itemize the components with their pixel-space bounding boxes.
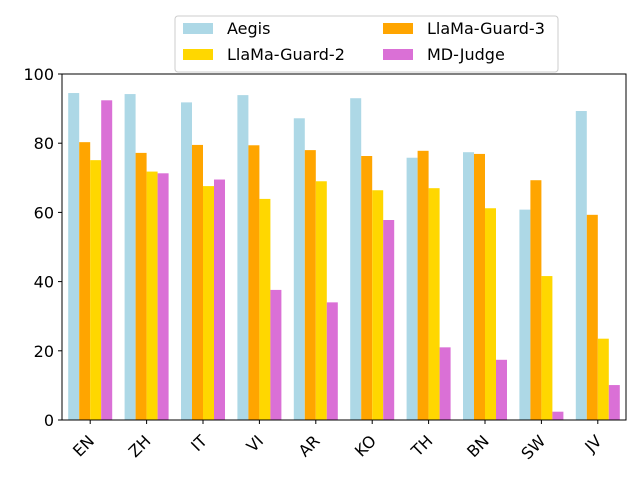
bar-ar-aegis xyxy=(293,118,305,421)
legend-swatch-md-judge xyxy=(383,49,413,60)
y-tick-label: 0 xyxy=(44,411,54,430)
bar-vi-llama-guard-2 xyxy=(259,198,271,420)
x-tick-label-ar: AR xyxy=(295,431,324,460)
legend-label-llama-guard-3: LlaMa-Guard-3 xyxy=(427,19,545,38)
bar-jv-llama-guard-2 xyxy=(597,338,609,420)
legend-box xyxy=(174,15,559,73)
bar-ko-llama-guard-3 xyxy=(361,156,373,420)
bar-vi-md-judge xyxy=(270,289,282,420)
y-tick-label: 100 xyxy=(23,65,54,84)
y-tick-label: 40 xyxy=(34,273,54,292)
legend-swatch-llama-guard-2 xyxy=(183,49,213,60)
bar-it-llama-guard-2 xyxy=(203,186,214,420)
legend-label-aegis: Aegis xyxy=(227,19,270,38)
x-tick-label-en: EN xyxy=(69,431,98,460)
y-tick-label: 60 xyxy=(34,203,54,222)
bar-jv-aegis xyxy=(575,111,587,420)
legend-label-md-judge: MD-Judge xyxy=(427,45,505,64)
x-tick-label-sw: SW xyxy=(517,431,549,463)
x-tick-label-zh: ZH xyxy=(125,431,155,461)
legend-label-llama-guard-2: LlaMa-Guard-2 xyxy=(227,45,345,64)
x-tick-label-jv: JV xyxy=(580,431,605,456)
x-tick-label-th: TH xyxy=(407,431,437,461)
bar-it-md-judge xyxy=(214,179,225,420)
bar-vi-llama-guard-3 xyxy=(248,145,260,420)
y-tick-label: 20 xyxy=(34,342,54,361)
bar-jv-md-judge xyxy=(608,385,620,420)
bar-en-llama-guard-2 xyxy=(90,160,102,421)
bar-th-llama-guard-3 xyxy=(417,150,429,420)
bar-zh-md-judge xyxy=(157,173,169,420)
bars-layer xyxy=(68,93,620,421)
bar-ko-md-judge xyxy=(383,220,395,420)
bar-ar-llama-guard-3 xyxy=(304,150,316,420)
bar-it-llama-guard-3 xyxy=(192,144,203,420)
bar-th-md-judge xyxy=(439,347,451,420)
bar-jv-llama-guard-3 xyxy=(586,214,598,420)
bar-en-llama-guard-3 xyxy=(79,142,91,421)
bar-bn-llama-guard-3 xyxy=(474,153,485,420)
legend-swatch-aegis xyxy=(183,23,213,34)
bar-ar-llama-guard-2 xyxy=(315,181,327,420)
x-tick-label-bn: BN xyxy=(463,431,493,461)
bar-vi-aegis xyxy=(237,95,249,420)
x-tick-label-ko: KO xyxy=(351,431,380,460)
bar-en-md-judge xyxy=(101,100,113,421)
x-tick-label-it: IT xyxy=(187,431,211,455)
bar-sw-md-judge xyxy=(552,411,564,420)
bar-bn-md-judge xyxy=(496,359,507,420)
bar-zh-llama-guard-3 xyxy=(135,152,147,420)
bar-sw-llama-guard-2 xyxy=(541,276,553,420)
bar-zh-aegis xyxy=(124,94,136,421)
bar-th-aegis xyxy=(406,157,418,420)
bar-th-llama-guard-2 xyxy=(428,188,440,420)
bar-bn-aegis xyxy=(463,152,474,421)
bar-sw-aegis xyxy=(519,209,531,420)
bar-ko-aegis xyxy=(350,98,362,420)
bar-ar-md-judge xyxy=(326,302,338,420)
bar-bn-llama-guard-2 xyxy=(485,208,496,420)
plot-frame xyxy=(61,73,627,421)
bar-sw-llama-guard-3 xyxy=(530,180,542,420)
x-tick-label-vi: VI xyxy=(243,431,268,456)
legend-swatch-llama-guard-3 xyxy=(383,23,413,34)
bar-zh-llama-guard-2 xyxy=(146,171,158,420)
bar-it-aegis xyxy=(181,102,192,420)
bar-en-aegis xyxy=(68,93,80,420)
y-tick-label: 80 xyxy=(34,134,54,153)
legend: Aegis LlaMa-Guard-2 LlaMa-Guard-3 MD-Judge xyxy=(174,15,559,73)
bar-ko-llama-guard-2 xyxy=(372,190,384,420)
